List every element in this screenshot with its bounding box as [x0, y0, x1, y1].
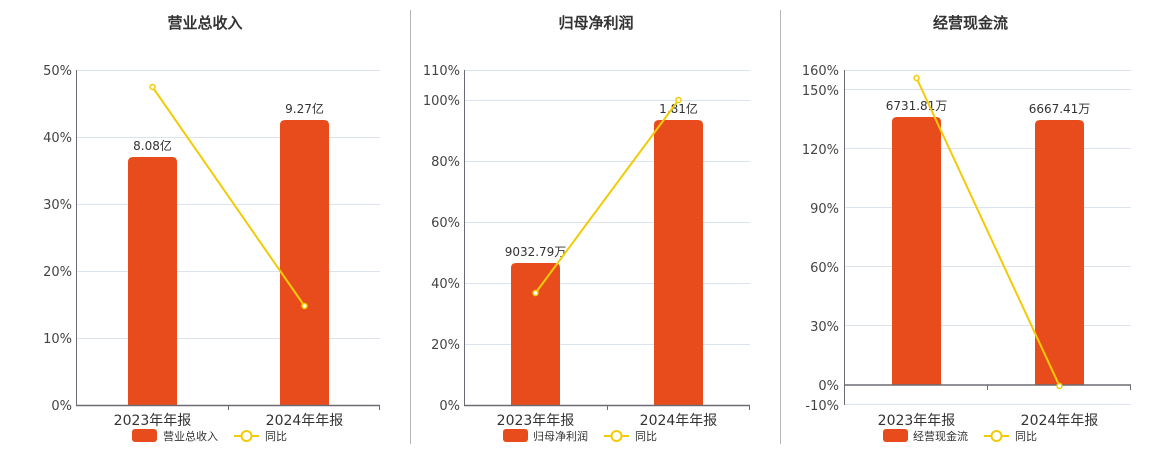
svg-text:40%: 40% — [431, 277, 460, 292]
bar-label-2024: 9.27亿 — [285, 101, 324, 116]
panel-revenue: 营业总收入 50% 40% 30% 20% 10% 0% 8.08亿 9.27亿 — [0, 0, 410, 450]
svg-text:60%: 60% — [810, 261, 839, 276]
legend-line-marker-icon — [990, 430, 1003, 442]
legend[interactable]: 营业总收入 同比 — [132, 429, 287, 443]
x-label-2024: 2024年年报 — [266, 413, 344, 429]
x-label-2023: 2023年年报 — [114, 413, 192, 429]
grid-lines — [844, 70, 1131, 405]
svg-text:120%: 120% — [802, 143, 839, 158]
svg-text:20%: 20% — [431, 338, 460, 353]
chart-operating-cash-flow: 160% 150% 120% 90% 60% 30% 0% -10% 6731.… — [802, 64, 1131, 443]
svg-text:160%: 160% — [802, 64, 839, 79]
svg-text:80%: 80% — [431, 155, 460, 170]
yoy-line — [151, 86, 306, 307]
panel-net-profit: 归母净利润 110% 100% 80% 60% 40% 20% 0% 9032.… — [411, 0, 781, 450]
legend-line-label: 同比 — [1015, 430, 1037, 443]
svg-text:90%: 90% — [810, 202, 839, 217]
bar-label-2024: 6667.41万 — [1029, 102, 1091, 116]
svg-text:60%: 60% — [431, 216, 460, 231]
bar-label-2023: 9032.79万 — [505, 245, 567, 259]
legend-bar-label: 经营现金流 — [913, 429, 968, 443]
x-label-2024: 2024年年报 — [1021, 413, 1099, 429]
chart-title: 归母净利润 — [558, 14, 634, 32]
y-axis-labels: 110% 100% 80% 60% 40% 20% 0% — [423, 64, 460, 414]
bar-2023[interactable] — [892, 117, 941, 385]
svg-text:0%: 0% — [439, 399, 460, 414]
svg-text:20%: 20% — [43, 265, 72, 280]
chart-title: 营业总收入 — [167, 14, 243, 32]
yoy-point-2023[interactable] — [149, 83, 156, 91]
yoy-point-2024[interactable] — [301, 302, 308, 310]
svg-text:100%: 100% — [423, 94, 460, 109]
divider-1 — [410, 10, 411, 444]
yoy-point-2024[interactable] — [675, 96, 682, 104]
x-label-2023: 2023年年报 — [878, 413, 956, 429]
chart-net-profit: 110% 100% 80% 60% 40% 20% 0% 9032.79万 1.… — [423, 64, 750, 443]
legend-bar-swatch — [883, 429, 908, 442]
grid-lines — [464, 70, 750, 345]
bar-label-2023: 6731.81万 — [886, 99, 948, 113]
svg-text:110%: 110% — [423, 64, 460, 79]
y-axis-labels: 160% 150% 120% 90% 60% 30% 0% -10% — [802, 64, 839, 414]
legend-line-marker-icon — [610, 430, 623, 442]
svg-text:0%: 0% — [818, 379, 839, 394]
legend-line-marker-icon — [240, 430, 253, 442]
bar-2024[interactable] — [654, 120, 703, 405]
svg-text:150%: 150% — [802, 84, 839, 99]
yoy-point-2024[interactable] — [1056, 382, 1063, 390]
bar-2023[interactable] — [128, 157, 177, 405]
legend-bar-swatch — [132, 429, 157, 442]
panel-operating-cash-flow: 经营现金流 160% 150% 120% 90% 60% 30% 0% -10%… — [781, 0, 1160, 450]
bar-2024[interactable] — [280, 120, 329, 405]
svg-text:30%: 30% — [810, 320, 839, 335]
x-label-2023: 2023年年报 — [497, 413, 575, 429]
legend-line-label: 同比 — [265, 430, 287, 443]
divider-2 — [780, 10, 781, 444]
svg-text:40%: 40% — [43, 131, 72, 146]
svg-text:10%: 10% — [43, 332, 72, 347]
bar-label-2023: 8.08亿 — [133, 138, 172, 153]
legend-line-label: 同比 — [635, 430, 657, 443]
yoy-point-2023[interactable] — [532, 289, 539, 297]
x-label-2024: 2024年年报 — [640, 413, 718, 429]
chart-revenue: 50% 40% 30% 20% 10% 0% 8.08亿 9.27亿 2023年… — [43, 64, 380, 443]
legend[interactable]: 经营现金流 同比 — [883, 429, 1037, 443]
chart-title: 经营现金流 — [932, 14, 1008, 32]
svg-text:0%: 0% — [51, 399, 72, 414]
yoy-point-2023[interactable] — [913, 74, 920, 82]
y-axis-labels: 50% 40% 30% 20% 10% 0% — [43, 64, 72, 414]
legend-bar-swatch — [503, 429, 528, 442]
svg-text:-10%: -10% — [805, 399, 839, 414]
yoy-line — [915, 77, 1061, 387]
legend-bar-label: 营业总收入 — [163, 429, 218, 443]
grid-lines — [77, 70, 380, 339]
svg-text:30%: 30% — [43, 198, 72, 213]
bar-2024[interactable] — [1035, 120, 1084, 385]
svg-text:50%: 50% — [43, 64, 72, 79]
legend[interactable]: 归母净利润 同比 — [503, 429, 657, 443]
legend-bar-label: 归母净利润 — [533, 429, 588, 443]
yoy-line — [534, 99, 680, 294]
bar-2023[interactable] — [511, 263, 560, 405]
